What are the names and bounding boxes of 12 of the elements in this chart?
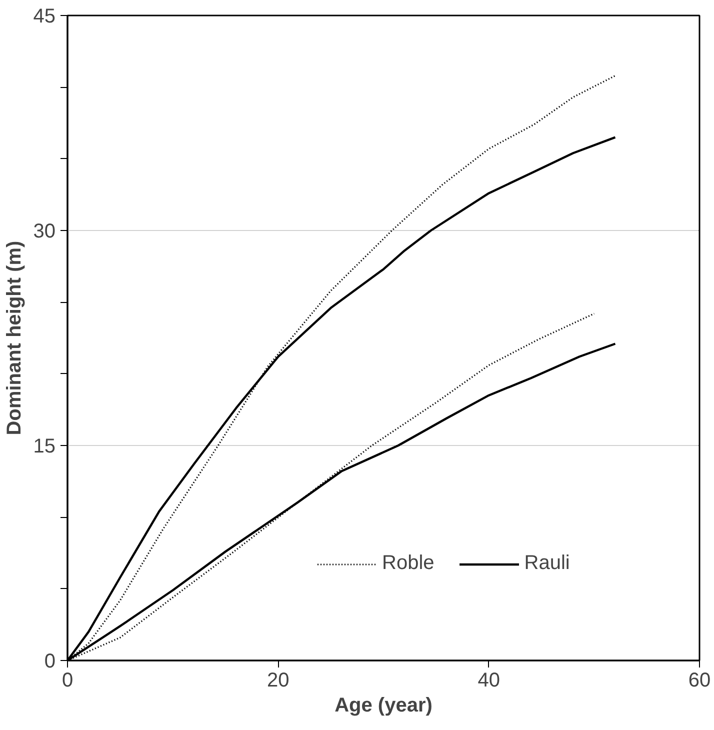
legend-label: Rauli <box>524 552 570 575</box>
y-tick-label: 0 <box>44 650 56 672</box>
legend-label: Roble <box>382 552 434 575</box>
y-tick-label: 45 <box>33 6 56 28</box>
x-tick-label: 60 <box>688 670 711 692</box>
x-tick-label: 20 <box>267 670 290 692</box>
y-axis-title: Dominant height (m) <box>3 240 26 436</box>
y-tick-label: 30 <box>33 220 56 242</box>
x-tick-label: 0 <box>62 670 74 692</box>
x-axis-title: Age (year) <box>334 694 432 716</box>
x-tick-label: 40 <box>478 670 500 692</box>
y-tick-label: 15 <box>33 436 56 458</box>
